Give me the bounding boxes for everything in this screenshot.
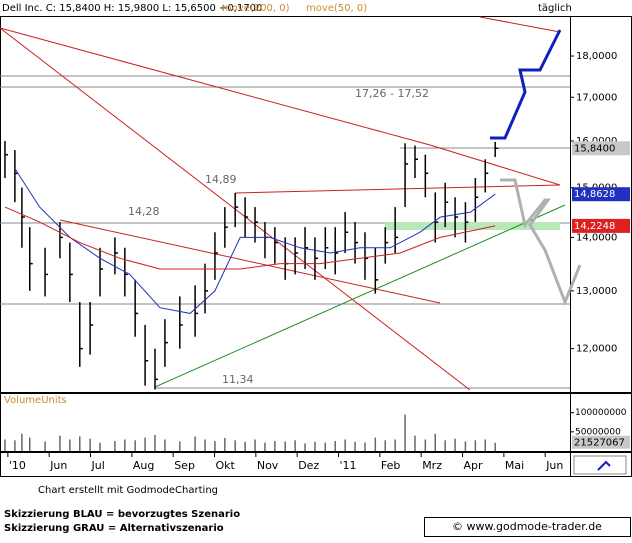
moving-average bbox=[4, 206, 496, 270]
x-tick-label: Jul bbox=[91, 459, 105, 472]
gray-scenario bbox=[500, 178, 582, 307]
volume-last-label: 21527067 bbox=[574, 438, 625, 449]
x-tick-label: '11 bbox=[340, 459, 357, 472]
x-tick-label: Jun bbox=[545, 459, 563, 472]
trend-line bbox=[429, 144, 561, 186]
x-tick-label: Sep bbox=[174, 459, 195, 472]
footer-gray: Skizzierung GRAU = Alternativszenario bbox=[4, 523, 224, 534]
last-label: 14,8628 bbox=[574, 189, 615, 200]
trend-line bbox=[0, 27, 431, 146]
header: Dell Inc. C: 15,8400 H: 15,9800 L: 15,65… bbox=[2, 3, 262, 14]
blue-scenario bbox=[490, 29, 562, 140]
y-tick-label: 17,0000 bbox=[576, 92, 617, 103]
volume-tick-label: 50000000 bbox=[575, 427, 621, 437]
levels bbox=[0, 75, 570, 389]
support-zone bbox=[385, 222, 560, 230]
y-tick-label: 12,0000 bbox=[576, 344, 617, 355]
x-tick-label: Jun bbox=[49, 459, 67, 472]
period: täglich bbox=[538, 3, 572, 14]
x-tick-label: Okt bbox=[216, 459, 236, 472]
x-tick-label: '10 bbox=[9, 459, 26, 472]
footer-site: © www.godmode-trader.de bbox=[452, 520, 602, 533]
legend-entry: move(50, 0) bbox=[306, 3, 367, 14]
trend-line bbox=[479, 16, 561, 33]
site-box bbox=[424, 517, 631, 537]
x-tick-label: Nov bbox=[257, 459, 279, 472]
icon bbox=[597, 460, 611, 471]
annotation: 14,28 bbox=[128, 205, 160, 218]
y-tick-label: 14,0000 bbox=[576, 232, 617, 243]
volume-last-box bbox=[572, 435, 630, 449]
x-tick-label: Mrz bbox=[422, 459, 442, 472]
last-label-box bbox=[572, 187, 630, 202]
last-label-box bbox=[572, 141, 630, 156]
y-tick-label: 13,0000 bbox=[576, 286, 617, 297]
x-tick-label: Apr bbox=[464, 459, 484, 472]
x-tick-label: Aug bbox=[133, 459, 154, 472]
last-label: 15,8400 bbox=[574, 143, 615, 154]
annotation: 11,34 bbox=[222, 373, 254, 386]
icon-box bbox=[573, 455, 627, 475]
footer-credit: Chart erstellt mit GodmodeCharting bbox=[38, 485, 218, 496]
last-label-box bbox=[572, 218, 630, 233]
footer-blue: Skizzierung BLAU = bevorzugtes Szenario bbox=[4, 509, 240, 520]
x-tick-label: Mai bbox=[505, 459, 524, 472]
volume-title: VolumeUnits bbox=[4, 395, 67, 406]
x-tick-label: Feb bbox=[381, 459, 400, 472]
trend-line bbox=[234, 184, 561, 194]
last-label: 14,2248 bbox=[574, 221, 615, 232]
volume-tick-label: 100000000 bbox=[575, 408, 627, 418]
x-tick-label: Dez bbox=[298, 459, 319, 472]
moving-average bbox=[14, 168, 496, 314]
support-line bbox=[154, 204, 566, 388]
annotation: 17,26 - 17,52 bbox=[355, 87, 429, 100]
y-tick-label: 18,0000 bbox=[576, 51, 617, 62]
trend-line bbox=[59, 219, 441, 304]
price-marks bbox=[4, 141, 499, 390]
annotation: 14,89 bbox=[205, 173, 237, 186]
legend-entry: move(200, 0) bbox=[222, 3, 290, 14]
